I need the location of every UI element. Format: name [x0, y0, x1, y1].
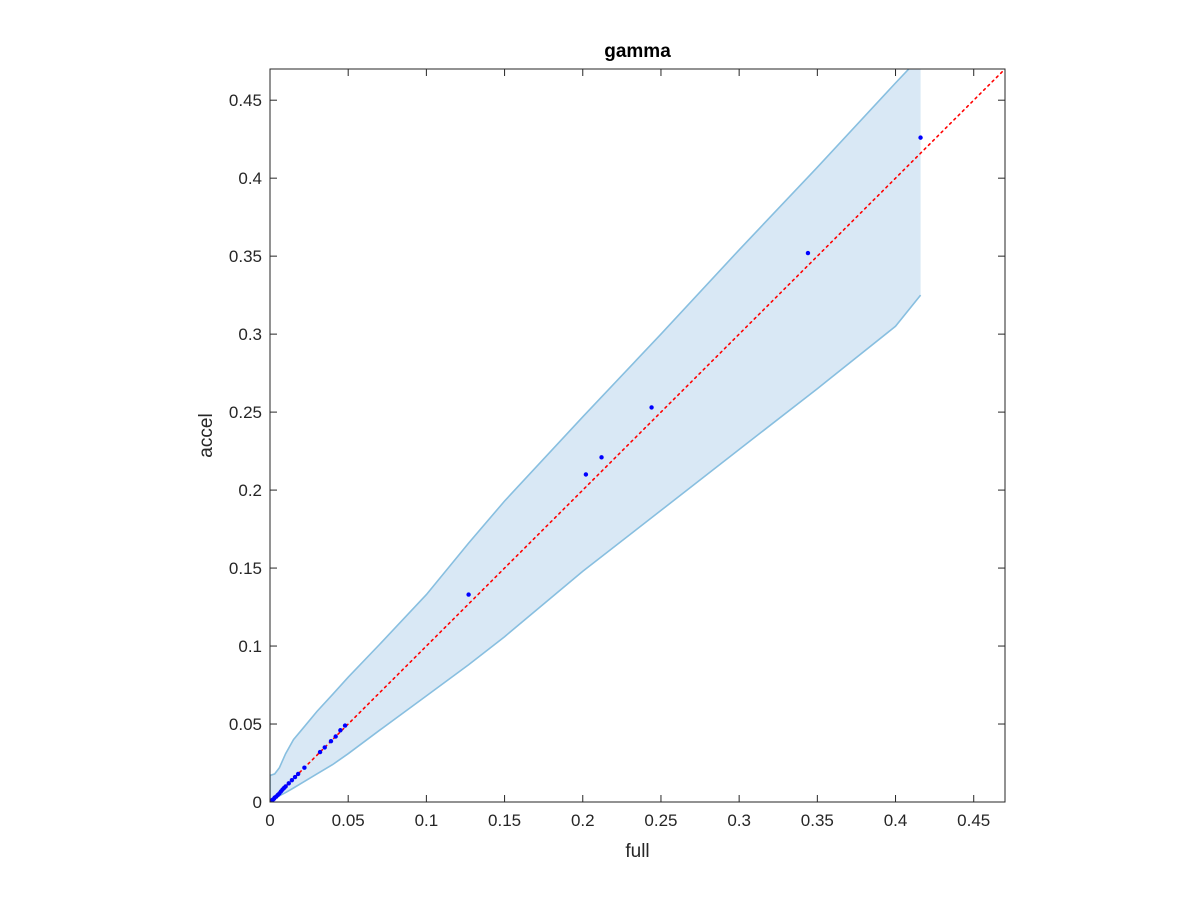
- data-point: [317, 749, 323, 755]
- y-axis-ticks: 0 0.05 0.1 0.15 0.2 0.25 0.3 0.35 0.4 0.45: [229, 91, 1005, 812]
- data-points-layer: [270, 135, 923, 802]
- data-point: [286, 781, 291, 786]
- confidence-band-fill: [270, 69, 921, 802]
- x-tick-label: 0: [265, 811, 274, 830]
- data-point: [295, 771, 301, 777]
- data-point: [466, 592, 471, 597]
- x-axis-ticks: 0 0.05 0.1 0.15 0.2 0.25 0.3 0.35 0.4 0.45: [265, 69, 990, 830]
- data-point: [289, 777, 295, 783]
- y-tick-label: 0.35: [229, 247, 262, 266]
- data-point: [292, 774, 298, 780]
- x-axis-label: full: [625, 841, 649, 862]
- x-tick-label: 0.1: [415, 811, 439, 830]
- x-tick-label: 0.05: [332, 811, 365, 830]
- data-point: [322, 745, 327, 750]
- data-point: [805, 250, 811, 256]
- axes-box: [269, 68, 1006, 803]
- data-point: [283, 784, 288, 789]
- y-tick-label: 0.1: [238, 637, 262, 656]
- y-tick-label: 0.45: [229, 91, 262, 110]
- data-point: [342, 723, 348, 728]
- data-point: [338, 728, 343, 733]
- data-point: [649, 405, 654, 410]
- band-upper-edge: [270, 69, 910, 777]
- data-point: [583, 472, 589, 477]
- chart-title: gamma: [604, 41, 671, 62]
- identity-reference-line: [270, 69, 1005, 802]
- x-tick-label: 0.25: [644, 811, 677, 830]
- y-tick-label: 0.25: [229, 403, 262, 422]
- data-point: [328, 738, 334, 744]
- x-tick-label: 0.35: [801, 811, 834, 830]
- band-lower-edge: [270, 294, 922, 802]
- x-tick-label: 0.2: [571, 811, 595, 830]
- data-point: [333, 734, 338, 739]
- reference-line-layer: [270, 69, 1005, 802]
- y-tick-label: 0.15: [229, 559, 262, 578]
- y-axis-label: accel: [196, 413, 217, 457]
- x-tick-label: 0.3: [727, 811, 751, 830]
- data-point: [599, 455, 604, 460]
- y-tick-label: 0.2: [238, 481, 262, 500]
- x-tick-label: 0.45: [957, 811, 990, 830]
- y-tick-label: 0.3: [238, 325, 262, 344]
- data-point: [302, 765, 307, 770]
- y-tick-label: 0.4: [238, 169, 262, 188]
- x-tick-label: 0.4: [884, 811, 908, 830]
- confidence-band-layer: [270, 69, 922, 802]
- y-tick-label: 0: [253, 793, 262, 812]
- x-tick-label: 0.15: [488, 811, 521, 830]
- data-point: [918, 135, 923, 140]
- y-tick-label: 0.05: [229, 715, 262, 734]
